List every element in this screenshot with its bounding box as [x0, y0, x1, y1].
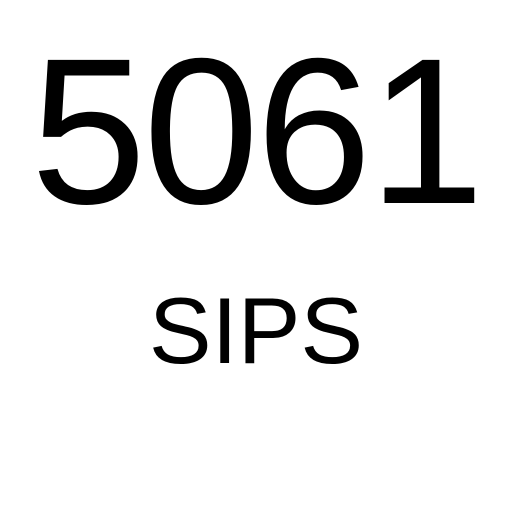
port-number: 5061 [30, 16, 485, 248]
protocol-label: SIPS [148, 278, 364, 383]
